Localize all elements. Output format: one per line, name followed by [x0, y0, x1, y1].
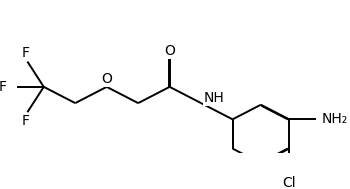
Text: NH: NH [204, 91, 225, 105]
Text: O: O [101, 72, 112, 86]
Text: NH₂: NH₂ [322, 112, 348, 126]
Text: O: O [164, 44, 175, 58]
Text: Cl: Cl [282, 176, 296, 189]
Text: F: F [22, 114, 30, 128]
Text: F: F [0, 80, 7, 94]
Text: F: F [22, 46, 30, 60]
